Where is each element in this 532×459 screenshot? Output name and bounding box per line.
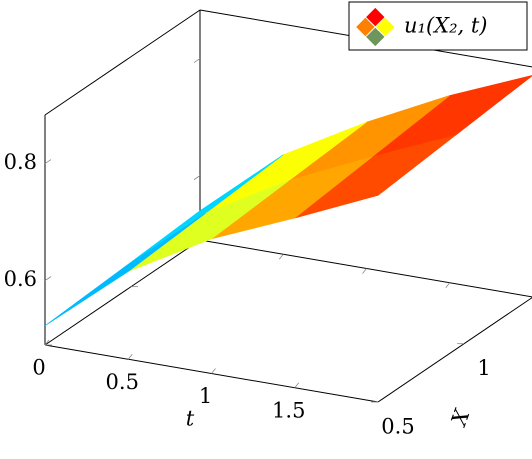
x-tick-label: 0 — [32, 356, 45, 380]
x-tick — [44, 339, 50, 346]
y-tick-label: 1 — [477, 356, 490, 380]
z-tick — [193, 175, 201, 180]
surface-patch — [44, 212, 206, 326]
x-tick-label: 1.5 — [272, 398, 305, 422]
surface — [44, 75, 532, 326]
axis-box-edge — [44, 9, 201, 116]
x-tick-label: 1 — [199, 384, 212, 408]
x-tick — [278, 254, 284, 260]
z-tick — [193, 58, 201, 63]
x-tick-label: 0.5 — [106, 370, 139, 394]
x-tick — [294, 382, 300, 388]
z-tick — [44, 276, 52, 281]
z-tick-label: 0.6 — [4, 267, 37, 291]
legend-label: u₁(X₂, t) — [404, 14, 488, 38]
x-tick — [362, 268, 367, 274]
x-axis-label: t — [186, 407, 195, 431]
legend: u₁(X₂, t) — [348, 1, 528, 51]
x-tick — [127, 354, 133, 360]
surface-patch — [128, 180, 290, 272]
x-tick — [211, 368, 216, 374]
legend-swatch — [356, 17, 375, 37]
z-tick-label: 0.8 — [4, 150, 37, 174]
axis-box-edge — [44, 239, 201, 346]
y-tick-label: 0.5 — [381, 415, 414, 439]
x-tick — [445, 282, 451, 288]
z-tick — [44, 159, 52, 164]
axis-box-edge — [377, 297, 532, 403]
y-axis-label: X — [446, 405, 475, 430]
